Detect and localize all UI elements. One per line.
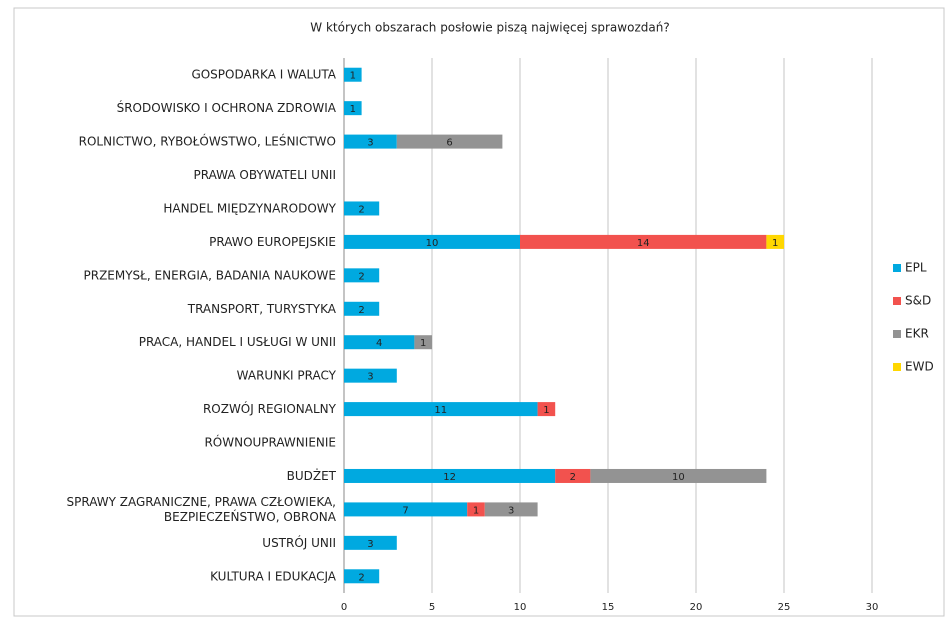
- data-label: 1: [350, 71, 356, 82]
- x-tick-label: 15: [602, 602, 615, 613]
- y-tick-label: PRZEMYSŁ, ENERGIA, BADANIA NAUKOWE: [84, 268, 337, 282]
- bar-segment: [484, 502, 538, 517]
- y-tick-label: PRAWO EUROPEJSKIE: [209, 234, 336, 248]
- x-tick-label: 10: [514, 602, 527, 613]
- data-label: 1: [473, 505, 479, 516]
- legend-label: EPL: [905, 261, 927, 275]
- data-label: 2: [358, 572, 364, 583]
- data-label: 1: [420, 338, 426, 349]
- data-label: 12: [443, 472, 456, 483]
- y-tick-label: BUDŻET: [287, 467, 337, 482]
- legend-swatch: [893, 264, 901, 272]
- data-label: 10: [672, 472, 685, 483]
- y-tick-label: PRAWA OBYWATELI UNII: [194, 168, 337, 182]
- data-label: 3: [367, 539, 373, 550]
- y-tick-label: TRANSPORT, TURYSTYKA: [187, 301, 337, 315]
- bar-segment: [344, 502, 468, 517]
- legend-swatch: [893, 330, 901, 338]
- data-label: 1: [772, 238, 778, 249]
- x-tick-label: 25: [778, 602, 791, 613]
- data-label: 1: [350, 104, 356, 115]
- bar-segment: [590, 468, 767, 483]
- bar-segment: [344, 301, 380, 316]
- y-tick-label: HANDEL MIĘDZYNARODOWY: [163, 201, 336, 215]
- legend-label: EKR: [905, 327, 929, 341]
- bar-segment: [520, 234, 767, 249]
- y-tick-label: KULTURA I EDUKACJA: [210, 569, 337, 583]
- bar-segment: [344, 101, 362, 116]
- bar-segment: [344, 201, 380, 216]
- y-tick-label: PRACA, HANDEL I USŁUGI W UNII: [139, 335, 336, 349]
- data-label: 3: [508, 505, 514, 516]
- bar-segment: [344, 468, 556, 483]
- y-tick-label: SPRAWY ZAGRANICZNE, PRAWA CZŁOWIEKA, BEZP…: [67, 494, 337, 523]
- chart-title: W których obszarach posłowie piszą najwi…: [310, 21, 669, 35]
- legend-swatch: [893, 297, 901, 305]
- data-label: 2: [358, 271, 364, 282]
- x-tick-label: 5: [429, 602, 435, 613]
- x-tick-label: 20: [690, 602, 703, 613]
- x-tick-label: 30: [866, 602, 879, 613]
- data-label: 3: [367, 138, 373, 149]
- bar-segment: [344, 535, 397, 550]
- bar-segment: [344, 134, 397, 149]
- legend-label: S&D: [905, 294, 931, 308]
- data-label: 14: [637, 238, 650, 249]
- bar-segment: [555, 468, 591, 483]
- bar-segment: [766, 234, 784, 249]
- frame: [13, 7, 945, 617]
- bar-segment: [396, 134, 503, 149]
- bar-segment: [344, 234, 520, 249]
- bar-segment: [344, 569, 380, 584]
- bar-segment: [344, 402, 538, 417]
- data-label: 6: [446, 138, 452, 149]
- data-label: 10: [426, 238, 439, 249]
- legend-swatch: [893, 363, 901, 371]
- data-label: 1: [543, 405, 549, 416]
- y-tick-label: ROZWÓJ REGIONALNY: [203, 401, 337, 416]
- bar-segment: [414, 335, 432, 350]
- data-label: 11: [434, 405, 447, 416]
- y-tick-label: USTRÓJ UNII: [262, 534, 336, 549]
- bar-segment: [344, 67, 362, 82]
- data-label: 3: [367, 372, 373, 383]
- y-tick-label: ROLNICTWO, RYBOŁÓWSTWO, LEŚNICTWO: [79, 133, 336, 148]
- data-label: 4: [376, 338, 382, 349]
- data-label: 7: [402, 505, 408, 516]
- data-label: 2: [358, 204, 364, 215]
- bar-segment: [344, 368, 397, 383]
- bar-segment: [344, 335, 415, 350]
- bar-segment: [467, 502, 485, 517]
- data-label: 2: [358, 305, 364, 316]
- bar-segment: [537, 402, 556, 417]
- y-tick-label: WARUNKI PRACY: [237, 368, 337, 382]
- bar-segment: [344, 268, 380, 283]
- y-tick-label: GOSPODARKA I WALUTA: [191, 67, 336, 81]
- y-tick-label: RÓWNOUPRAWNIENIE: [204, 434, 336, 449]
- y-tick-label: ŚRODOWISKO I OCHRONA ZDROWIA: [117, 100, 337, 115]
- x-tick-label: 0: [341, 602, 347, 613]
- legend-label: EWD: [905, 360, 934, 374]
- data-label: 2: [570, 472, 576, 483]
